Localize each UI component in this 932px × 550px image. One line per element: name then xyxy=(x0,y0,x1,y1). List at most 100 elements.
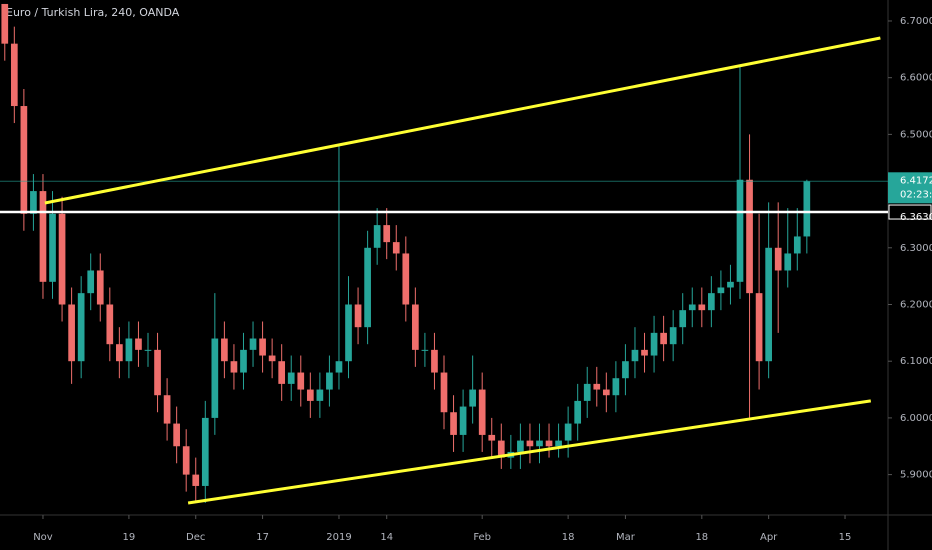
x-tick-label: 2019 xyxy=(326,532,351,543)
candle-body xyxy=(679,310,687,328)
y-tick-label: 5.90000 xyxy=(900,470,932,481)
candle-body xyxy=(440,372,448,413)
candle-body xyxy=(641,349,648,356)
candle-body xyxy=(765,247,772,362)
candle-body xyxy=(497,440,505,458)
x-tick-label: 19 xyxy=(123,532,136,543)
candle-body xyxy=(698,304,706,311)
candle-body xyxy=(526,440,534,447)
candle-body xyxy=(135,338,142,350)
candle-body xyxy=(717,287,725,294)
candle-body xyxy=(736,179,744,282)
candle-body xyxy=(688,304,696,311)
candle-body xyxy=(326,372,333,390)
candle-body xyxy=(173,423,180,447)
candle-body xyxy=(1,3,9,44)
candle-body xyxy=(669,327,677,345)
y-tick-label: 6.30000 xyxy=(900,243,932,254)
x-tick-label: 14 xyxy=(380,532,393,543)
candle-body xyxy=(345,304,352,362)
candle-body xyxy=(784,253,792,271)
countdown-label: 02:23:05 xyxy=(900,189,932,200)
candle-body xyxy=(803,181,811,237)
y-tick-label: 6.00000 xyxy=(900,413,932,424)
candle-body xyxy=(125,338,133,362)
candle-body xyxy=(306,389,314,401)
candle-body xyxy=(412,304,419,350)
candle-body xyxy=(622,361,629,379)
candle-body xyxy=(660,332,667,345)
chart-title: Euro / Turkish Lira, 240, OANDA xyxy=(6,6,180,19)
candle-body xyxy=(727,281,734,288)
candle-body xyxy=(58,213,66,305)
candle-body xyxy=(450,412,457,435)
candle-body xyxy=(459,406,467,435)
x-tick-label: 15 xyxy=(839,532,852,543)
y-tick-label: 6.70000 xyxy=(900,16,932,27)
x-tick-label: Apr xyxy=(760,532,778,543)
candle-body xyxy=(68,304,75,362)
candle-body xyxy=(287,372,295,384)
candle-body xyxy=(650,332,658,356)
candle-body xyxy=(478,389,486,435)
candle-body xyxy=(77,293,85,362)
candle-body xyxy=(182,446,190,475)
candle-body xyxy=(163,395,171,424)
candle-body xyxy=(297,372,305,390)
candle-body xyxy=(106,304,114,345)
y-tick-label: 6.10000 xyxy=(900,356,932,367)
candle-body xyxy=(259,338,266,356)
candle-body xyxy=(230,361,238,373)
candle-body xyxy=(564,423,572,441)
candle-body xyxy=(612,378,620,396)
x-tick-label: 17 xyxy=(256,532,269,543)
candle-body xyxy=(10,43,18,107)
candle-body xyxy=(364,247,371,328)
candle-body xyxy=(144,349,152,351)
candle-body xyxy=(602,389,610,396)
candle-body xyxy=(96,270,104,305)
candle-body xyxy=(392,242,400,254)
candle-body xyxy=(268,355,276,362)
candle-body xyxy=(536,440,543,447)
candle-body xyxy=(469,389,476,407)
y-tick-label: 6.20000 xyxy=(900,299,932,310)
candle-body xyxy=(316,389,324,401)
candle-body xyxy=(421,349,429,351)
candle-body xyxy=(192,474,200,486)
candle-body xyxy=(574,400,582,424)
candle-body xyxy=(793,236,801,254)
candle-body xyxy=(30,191,37,214)
candle-body xyxy=(201,417,209,486)
candle-body xyxy=(583,383,591,401)
candle-body xyxy=(39,191,47,282)
candle-body xyxy=(593,383,601,390)
candle-body xyxy=(545,440,553,447)
candle-body xyxy=(402,253,410,305)
candle-body xyxy=(517,440,524,452)
candle-body xyxy=(373,225,381,248)
candle-body xyxy=(383,225,391,243)
candle-body xyxy=(211,338,219,418)
candle-body xyxy=(116,344,123,362)
candle-body xyxy=(221,338,228,362)
candle-body xyxy=(755,293,763,362)
candle-body xyxy=(87,270,95,294)
candle-body xyxy=(240,349,247,373)
trendline xyxy=(44,36,881,205)
candle-body xyxy=(20,106,28,214)
candle-body xyxy=(555,440,562,447)
candle-body xyxy=(335,361,343,373)
y-tick-label: 6.50000 xyxy=(900,129,932,140)
candle-body xyxy=(249,338,257,350)
candle-body xyxy=(488,434,496,441)
last-price-label: 6.41726 xyxy=(900,175,932,186)
candle-body xyxy=(278,361,286,384)
candle-body xyxy=(746,179,753,294)
y-tick-label: 6.60000 xyxy=(900,73,932,84)
level-badge xyxy=(888,204,932,220)
x-tick-label: Nov xyxy=(33,532,53,543)
candle-body xyxy=(431,349,438,373)
candle-body xyxy=(631,349,639,362)
